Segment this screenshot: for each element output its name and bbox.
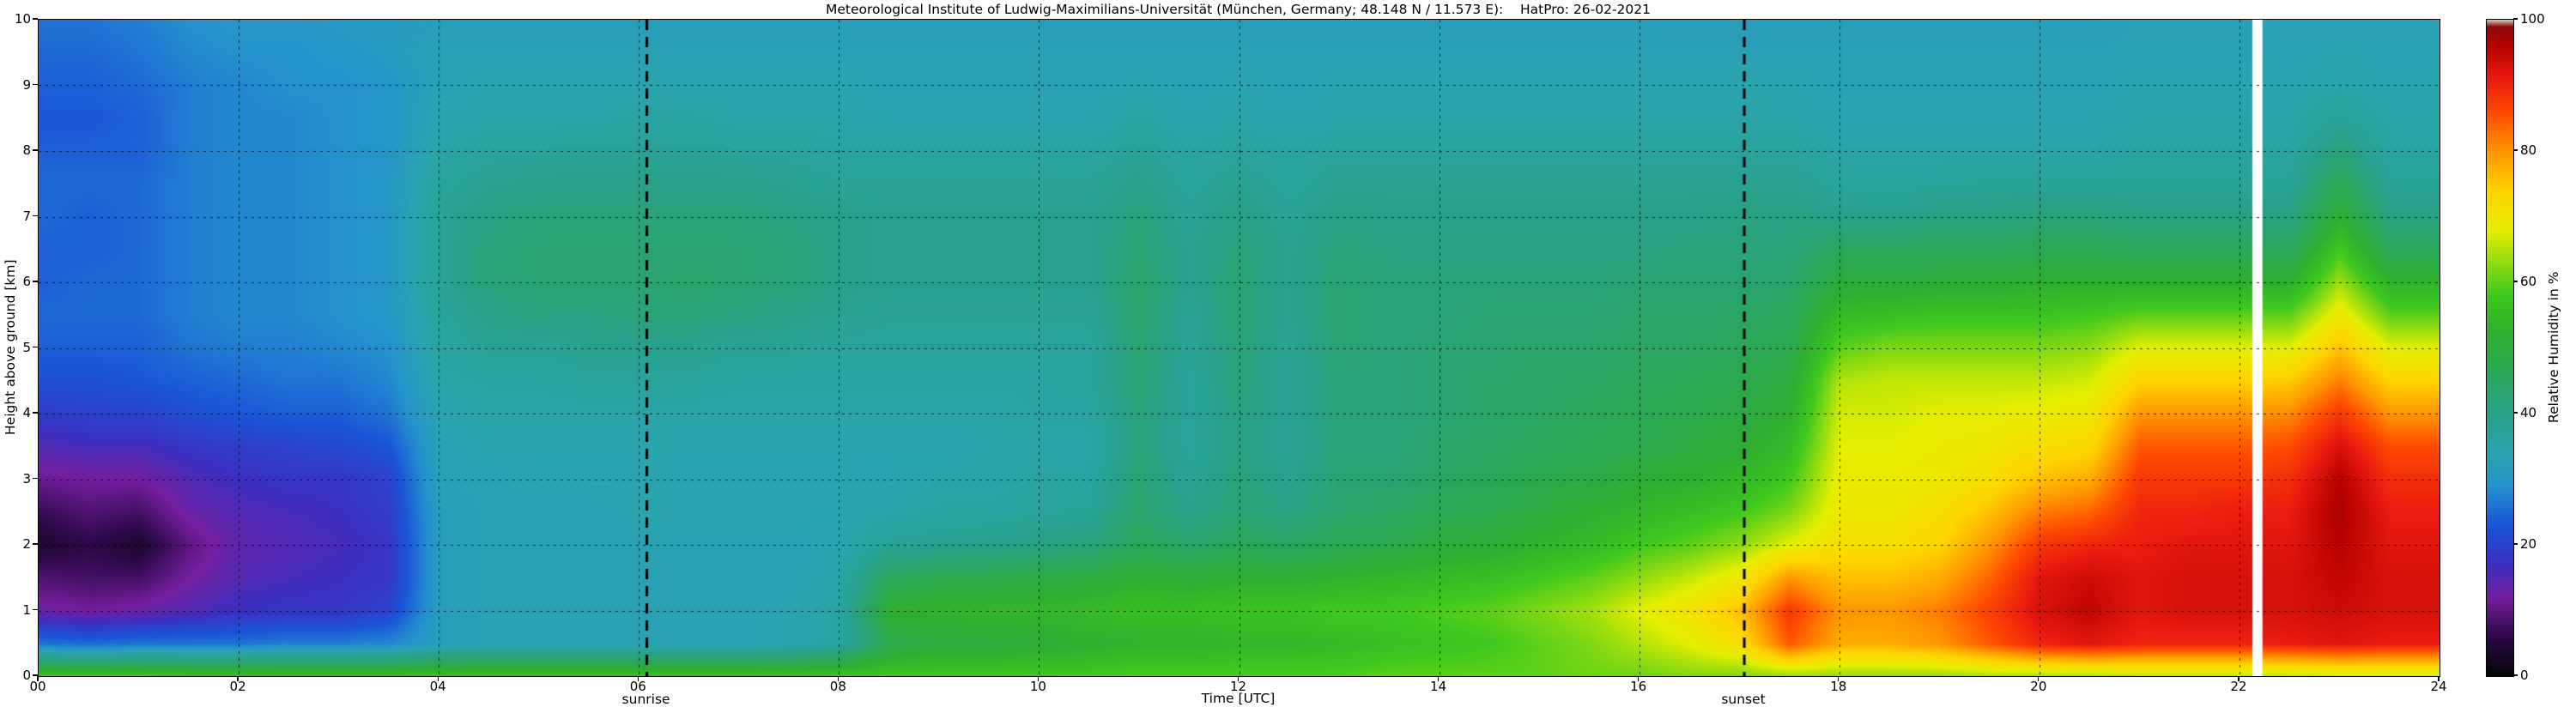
- x-tick-mark: [2038, 676, 2040, 681]
- y-tick-label: 8: [22, 142, 31, 158]
- x-tick-mark: [37, 676, 39, 681]
- y-tick-label: 2: [22, 536, 31, 552]
- y-tick-label: 4: [22, 405, 31, 420]
- x-tick-label: 20: [2030, 679, 2047, 694]
- colorbar-tick-mark: [2513, 674, 2518, 676]
- y-tick-mark: [33, 149, 38, 151]
- sunset-annotation: sunset: [1721, 692, 1766, 707]
- x-tick-mark: [1437, 676, 1440, 681]
- colorbar-tick-mark: [2513, 412, 2518, 414]
- x-tick-label: 22: [2230, 679, 2247, 694]
- y-tick-mark: [33, 477, 38, 480]
- x-tick-label: 10: [1029, 679, 1046, 694]
- colorbar: [2486, 19, 2514, 677]
- colorbar-tick-label: 0: [2520, 668, 2529, 683]
- x-tick-label: 00: [29, 679, 46, 694]
- y-tick-label: 6: [22, 274, 31, 289]
- y-tick-mark: [33, 215, 38, 217]
- colorbar-tick-label: 60: [2520, 274, 2537, 289]
- colorbar-tick-label: 100: [2520, 11, 2545, 27]
- x-tick-mark: [1237, 676, 1240, 681]
- y-tick-label: 5: [22, 339, 31, 355]
- plot-area: [38, 19, 2440, 677]
- y-tick-label: 7: [22, 208, 31, 224]
- y-tick-label: 1: [22, 601, 31, 618]
- x-tick-mark: [437, 676, 439, 681]
- colorbar-tick-mark: [2513, 149, 2518, 151]
- x-tick-label: 08: [829, 679, 846, 694]
- x-tick-label: 18: [1830, 679, 1847, 694]
- y-tick-mark: [33, 674, 38, 676]
- heatmap-canvas: [39, 20, 2440, 676]
- x-tick-label: 02: [229, 679, 246, 694]
- x-tick-label: 24: [2430, 679, 2447, 694]
- colorbar-tick-mark: [2513, 543, 2518, 545]
- x-tick-mark: [2438, 676, 2440, 681]
- y-tick-mark: [33, 83, 38, 86]
- x-axis-label: Time [UTC]: [1201, 691, 1276, 706]
- colorbar-canvas: [2487, 20, 2513, 676]
- colorbar-tick-label: 40: [2520, 405, 2537, 420]
- y-tick-mark: [33, 608, 38, 611]
- colorbar-tick-mark: [2513, 18, 2518, 20]
- x-tick-mark: [2238, 676, 2240, 681]
- colorbar-label: Relative Humidity in %: [2546, 271, 2561, 423]
- y-tick-mark: [33, 543, 38, 545]
- chart-title: Meteorological Institute of Ludwig-Maxim…: [825, 2, 1652, 17]
- y-tick-label: 3: [22, 470, 31, 486]
- x-tick-label: 04: [429, 679, 446, 694]
- x-tick-mark: [237, 676, 239, 681]
- y-tick-mark: [33, 412, 38, 414]
- colorbar-tick-label: 80: [2520, 142, 2537, 158]
- colorbar-tick-label: 20: [2520, 536, 2537, 552]
- x-tick-label: 16: [1630, 679, 1647, 694]
- x-tick-mark: [1638, 676, 1640, 681]
- x-tick-label: 14: [1430, 679, 1447, 694]
- x-tick-mark: [837, 676, 839, 681]
- x-tick-mark: [637, 676, 639, 681]
- x-tick-mark: [1838, 676, 1840, 681]
- y-tick-label: 9: [22, 76, 31, 93]
- x-tick-label: 06: [629, 679, 646, 694]
- x-tick-mark: [1037, 676, 1039, 681]
- sunrise-annotation: sunrise: [621, 692, 670, 707]
- x-tick-label: 12: [1229, 679, 1247, 694]
- y-tick-mark: [33, 18, 38, 20]
- y-tick-label: 0: [22, 668, 31, 683]
- y-tick-label: 10: [14, 11, 31, 27]
